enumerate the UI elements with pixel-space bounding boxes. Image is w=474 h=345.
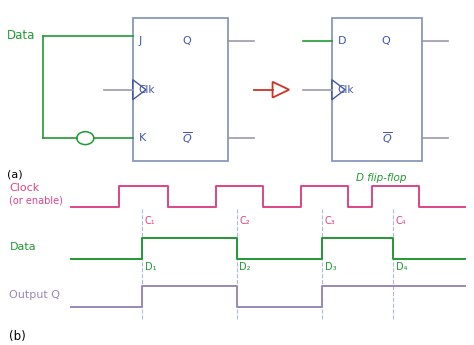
Bar — [332, 18, 422, 161]
Text: Data: Data — [9, 242, 36, 252]
Text: C₃: C₃ — [325, 216, 336, 226]
Text: J: J — [138, 36, 142, 46]
Text: D: D — [337, 36, 346, 46]
Text: (or enable): (or enable) — [9, 195, 64, 205]
Text: D₃: D₃ — [325, 262, 337, 272]
Text: (b): (b) — [9, 330, 26, 343]
Text: C₄: C₄ — [396, 216, 406, 226]
Text: D₄: D₄ — [396, 262, 407, 272]
Text: D₁: D₁ — [145, 262, 156, 272]
Text: K: K — [138, 133, 146, 143]
Text: Output Q: Output Q — [9, 290, 61, 300]
Text: Q: Q — [182, 36, 191, 46]
Text: Clk: Clk — [138, 85, 155, 95]
Text: $\overline{Q}$: $\overline{Q}$ — [382, 130, 392, 146]
Text: D₂: D₂ — [239, 262, 251, 272]
Text: C₁: C₁ — [145, 216, 155, 226]
Text: Q: Q — [382, 36, 390, 46]
Text: C₂: C₂ — [239, 216, 250, 226]
Text: Clk: Clk — [337, 85, 354, 95]
Text: $\overline{Q}$: $\overline{Q}$ — [182, 130, 193, 146]
Text: Clock: Clock — [9, 183, 40, 193]
Text: (a): (a) — [7, 169, 23, 179]
Text: D flip-flop: D flip-flop — [356, 172, 406, 183]
Text: Data: Data — [7, 29, 36, 42]
Bar — [133, 18, 228, 161]
